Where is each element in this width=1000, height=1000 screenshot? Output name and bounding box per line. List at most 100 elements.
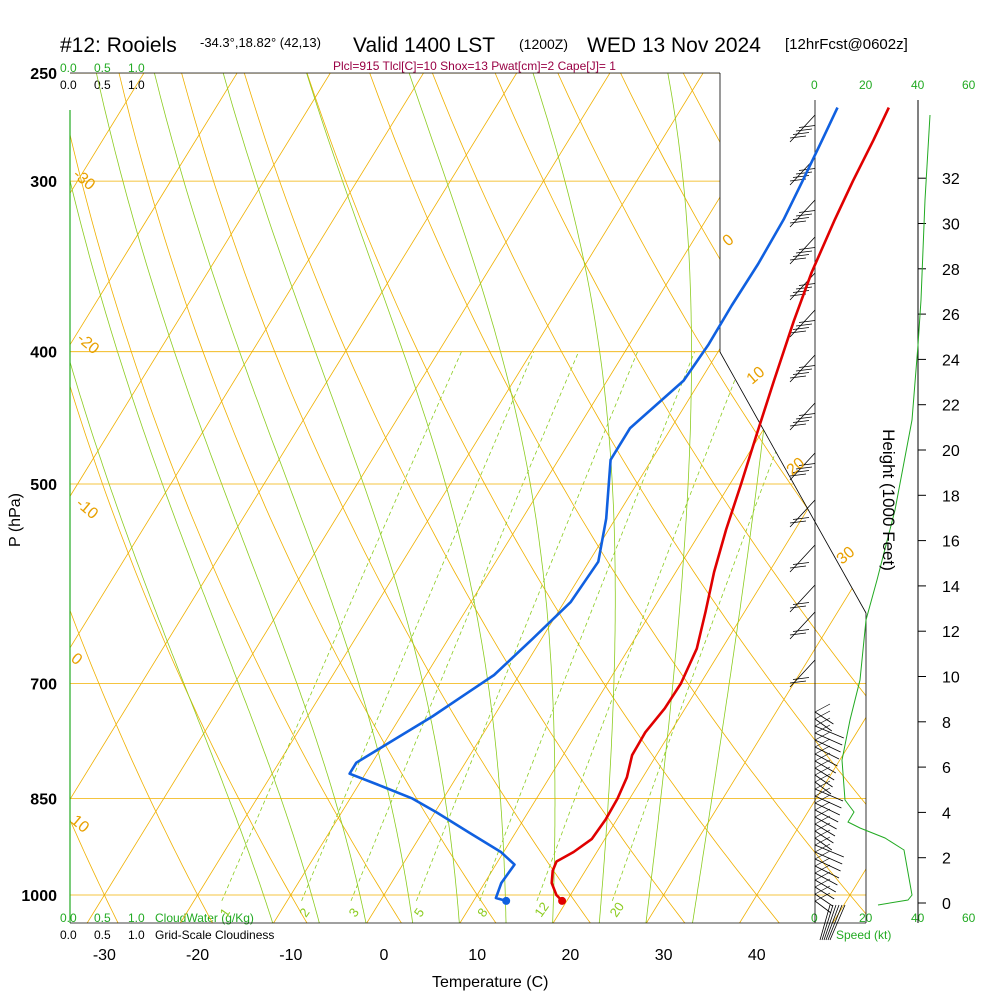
wind-barb-flag bbox=[814, 766, 831, 776]
wind-barb-flag bbox=[814, 871, 831, 881]
height-tick-label: 2 bbox=[942, 851, 951, 868]
isotherm-line bbox=[70, 73, 548, 923]
height-axis-label: Height (1000 Feet) bbox=[879, 429, 898, 571]
wind-barb bbox=[789, 199, 816, 228]
wind-barb bbox=[814, 767, 835, 781]
moist-adiabat-line bbox=[70, 73, 274, 923]
temperature-tick-label: 30 bbox=[655, 947, 673, 964]
wind-barb bbox=[821, 904, 834, 941]
wind-barb bbox=[814, 711, 834, 725]
wind-barb-flag bbox=[814, 787, 831, 797]
dry-adiabat-line bbox=[70, 73, 420, 923]
wind-barb-flag bbox=[789, 632, 807, 636]
cloudwater-label: CloudWater (g/Kg) bbox=[155, 911, 254, 925]
isotherm-line bbox=[70, 73, 641, 923]
pressure-tick-label: 250 bbox=[30, 66, 57, 83]
wind-barb bbox=[814, 802, 840, 816]
wind-barb-flag bbox=[795, 368, 813, 372]
svg-text:40: 40 bbox=[911, 78, 925, 92]
skewt-background-lines bbox=[70, 73, 866, 923]
dry-adiabat-line bbox=[107, 73, 516, 923]
moist-adiabat-line bbox=[70, 73, 320, 923]
wind-barb-flag bbox=[792, 254, 810, 257]
isobar-lines bbox=[70, 73, 866, 896]
svg-text:0.5: 0.5 bbox=[94, 928, 111, 942]
dry-adiabat-label: 10 bbox=[67, 812, 92, 837]
temperature-profile-surface-point bbox=[558, 896, 567, 905]
wind-barb bbox=[789, 544, 816, 573]
temperature-tick-label: -10 bbox=[279, 947, 302, 964]
dry-adiabat-label: -30 bbox=[69, 166, 98, 194]
wind-barb-flag bbox=[814, 808, 831, 818]
cloudiness-label: Grid-Scale Cloudiness bbox=[155, 928, 274, 942]
mixing-ratio-line bbox=[221, 351, 462, 902]
svg-text:0.5: 0.5 bbox=[94, 61, 111, 75]
wind-barb-flag bbox=[789, 473, 807, 477]
mixing-ratio-label: 3 bbox=[346, 905, 362, 920]
dry-adiabat-line bbox=[168, 73, 612, 923]
temperature-tick-label: -30 bbox=[93, 947, 116, 964]
dry-adiabat-line bbox=[229, 73, 708, 923]
wind-barb-flag bbox=[792, 290, 810, 293]
wind-barb bbox=[825, 904, 840, 941]
wind-barb-flag bbox=[814, 850, 831, 860]
wind-barb-flag bbox=[814, 843, 831, 853]
wind-speed-label: Speed (kt) bbox=[836, 928, 891, 942]
moist-adiabat-line bbox=[645, 73, 692, 923]
moist-adiabat-line bbox=[90, 73, 367, 923]
cloudwater-scale-top: 0.0 0.5 1.0 bbox=[60, 61, 145, 75]
wind-barb bbox=[814, 795, 842, 809]
wind-barb-flag bbox=[789, 423, 807, 427]
wind-barb-flag bbox=[795, 466, 813, 470]
wind-barb bbox=[814, 886, 835, 900]
plot-diagonal-border bbox=[719, 351, 867, 614]
moist-adiabat-line bbox=[216, 73, 460, 923]
wind-barb-flag bbox=[795, 213, 813, 217]
wind-barb-flag bbox=[792, 132, 810, 135]
moist-adiabat-line bbox=[298, 73, 507, 923]
wind-barb-flag bbox=[792, 420, 810, 423]
wind-barbs bbox=[789, 114, 846, 941]
svg-text:0: 0 bbox=[811, 78, 818, 92]
wind-barb-flag bbox=[789, 605, 807, 609]
wind-barb bbox=[789, 236, 816, 265]
wind-barb-flag bbox=[792, 602, 810, 605]
wind-barb bbox=[814, 732, 843, 746]
x-axis-label: Temperature (C) bbox=[432, 974, 548, 991]
wind-barb-flag bbox=[792, 470, 810, 473]
height-tick-label: 14 bbox=[942, 579, 960, 596]
isotherm-line bbox=[442, 73, 866, 923]
wind-barb bbox=[814, 865, 840, 879]
height-tick-label: 16 bbox=[942, 534, 960, 551]
wind-barb-flag bbox=[814, 857, 831, 867]
wind-barb-flag bbox=[789, 565, 807, 569]
wind-barb bbox=[814, 781, 832, 795]
height-tick-label: 10 bbox=[942, 670, 960, 687]
wind-barb bbox=[827, 904, 843, 941]
wind-barb bbox=[814, 816, 837, 830]
cloudiness-scale-bottom: 0.0 0.5 1.0 Grid-Scale Cloudiness bbox=[60, 928, 274, 942]
wind-barb-flag bbox=[792, 629, 810, 632]
forecast-run: [12hrFcst@0602z] bbox=[785, 36, 908, 53]
wind-barb-flag bbox=[792, 517, 810, 520]
wind-barb bbox=[814, 823, 836, 837]
isotherm-lines bbox=[70, 73, 866, 923]
svg-text:0.0: 0.0 bbox=[60, 78, 77, 92]
mixing-ratio-line bbox=[301, 351, 535, 902]
height-tick-label: 26 bbox=[942, 307, 960, 324]
mixing-ratio-line bbox=[416, 351, 638, 902]
isotherm-line bbox=[70, 73, 175, 923]
svg-text:0.5: 0.5 bbox=[94, 78, 111, 92]
pressure-axis-labels: 250 300 400 500 700 850 1000 bbox=[21, 66, 57, 905]
forecast-date: WED 13 Nov 2024 bbox=[587, 34, 761, 57]
y-axis-label: P (hPa) bbox=[7, 493, 24, 547]
wind-barb-flag bbox=[814, 752, 831, 762]
dry-adiabat-label: -10 bbox=[72, 495, 101, 523]
svg-text:60: 60 bbox=[962, 78, 976, 92]
station-name: #12: Rooiels bbox=[60, 34, 177, 57]
wind-barb-flag bbox=[814, 815, 831, 825]
wind-barb-flag bbox=[792, 372, 810, 375]
height-tick-label: 12 bbox=[942, 624, 960, 641]
